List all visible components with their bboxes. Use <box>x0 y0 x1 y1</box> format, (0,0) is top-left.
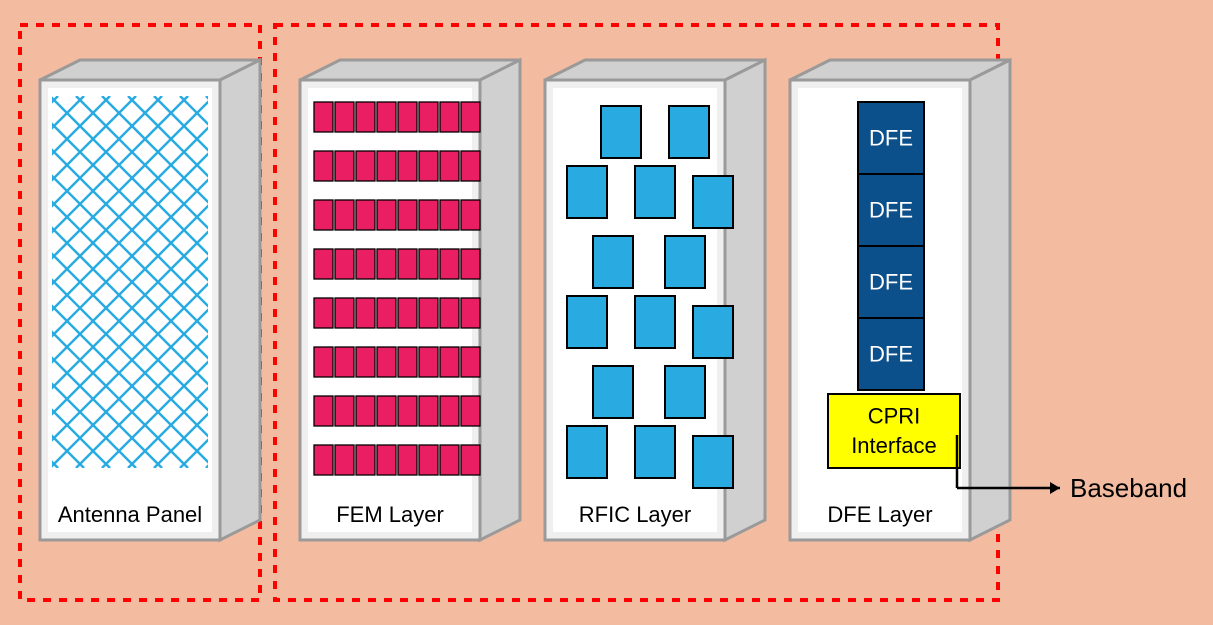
fem-cell <box>419 102 438 132</box>
fem-cell <box>377 200 396 230</box>
rfic-block <box>669 106 709 158</box>
fem-cell <box>377 102 396 132</box>
fem-cell <box>314 200 333 230</box>
fem-cell <box>377 151 396 181</box>
fem-cell <box>335 151 354 181</box>
fem-cell <box>377 347 396 377</box>
fem-cell <box>377 396 396 426</box>
fem-cell <box>314 396 333 426</box>
fem-cell <box>356 298 375 328</box>
panel-rfic: RFIC Layer <box>545 60 765 540</box>
rfic-block <box>593 366 633 418</box>
fem-cell <box>398 249 417 279</box>
rfic-block <box>693 306 733 358</box>
fem-cell <box>461 200 480 230</box>
fem-cell <box>356 102 375 132</box>
dfe-block-label: DFE <box>869 126 913 151</box>
dfe-block-label: DFE <box>869 342 913 367</box>
fem-cell <box>398 445 417 475</box>
rfic-block <box>635 426 675 478</box>
fem-cell <box>440 445 459 475</box>
fem-cell <box>356 445 375 475</box>
panel-fem-label: FEM Layer <box>336 502 444 527</box>
fem-cell <box>461 102 480 132</box>
fem-cell <box>314 445 333 475</box>
fem-cell <box>398 396 417 426</box>
rfic-block <box>567 166 607 218</box>
fem-cell <box>398 102 417 132</box>
fem-cell <box>461 298 480 328</box>
panel-dfe-label: DFE Layer <box>827 502 932 527</box>
cpri-label-1: CPRI <box>868 404 921 429</box>
fem-cell <box>314 151 333 181</box>
fem-cell <box>314 298 333 328</box>
fem-cell <box>419 396 438 426</box>
panel-dfe: DFE Layer DFE DFE DFE DFE CPRI Interface <box>790 60 1010 540</box>
fem-cell <box>398 347 417 377</box>
fem-cell <box>377 445 396 475</box>
fem-cell <box>398 200 417 230</box>
fem-cell <box>377 249 396 279</box>
panel-fem: FEM Layer <box>300 60 520 540</box>
fem-cell <box>335 347 354 377</box>
rfic-block <box>601 106 641 158</box>
fem-cell <box>335 298 354 328</box>
fem-cell <box>419 347 438 377</box>
panel-rfic-label: RFIC Layer <box>579 502 691 527</box>
cpri-label-2: Interface <box>851 433 937 458</box>
fem-cell <box>440 347 459 377</box>
rfic-block <box>665 366 705 418</box>
fem-cell <box>461 347 480 377</box>
fem-cell <box>314 347 333 377</box>
fem-cell <box>419 200 438 230</box>
fem-cell <box>335 249 354 279</box>
fem-cell <box>356 249 375 279</box>
fem-cell <box>440 102 459 132</box>
rfic-block <box>593 236 633 288</box>
rfic-block <box>693 436 733 488</box>
panel-antenna-right-edge <box>220 60 260 540</box>
fem-cell <box>356 200 375 230</box>
panel-fem-right-edge <box>480 60 520 540</box>
dfe-block-label: DFE <box>869 198 913 223</box>
fem-cell <box>377 298 396 328</box>
panel-dfe-right-edge <box>970 60 1010 540</box>
fem-cell <box>398 298 417 328</box>
rfic-block <box>693 176 733 228</box>
fem-cell <box>440 396 459 426</box>
fem-cell <box>419 151 438 181</box>
fem-cell <box>419 249 438 279</box>
fem-cell <box>335 200 354 230</box>
fem-cell <box>356 347 375 377</box>
fem-cell <box>419 445 438 475</box>
fem-cell <box>461 445 480 475</box>
fem-cell <box>314 102 333 132</box>
output-label: Baseband <box>1070 473 1187 503</box>
rfic-block <box>665 236 705 288</box>
fem-cell <box>314 249 333 279</box>
fem-cell <box>440 249 459 279</box>
fem-cell <box>440 151 459 181</box>
dfe-block-label: DFE <box>869 270 913 295</box>
fem-cell <box>356 396 375 426</box>
fem-cell <box>335 445 354 475</box>
panel-antenna-label: Antenna Panel <box>58 502 202 527</box>
fem-cell <box>461 249 480 279</box>
rfic-block <box>567 296 607 348</box>
fem-cell <box>461 396 480 426</box>
rfic-block <box>635 166 675 218</box>
fem-cell <box>398 151 417 181</box>
fem-cell <box>461 151 480 181</box>
fem-cell <box>419 298 438 328</box>
fem-cell <box>440 298 459 328</box>
fem-cell <box>356 151 375 181</box>
fem-cell <box>440 200 459 230</box>
rfic-block <box>567 426 607 478</box>
rfic-block <box>635 296 675 348</box>
fem-cell <box>335 396 354 426</box>
fem-cell <box>335 102 354 132</box>
